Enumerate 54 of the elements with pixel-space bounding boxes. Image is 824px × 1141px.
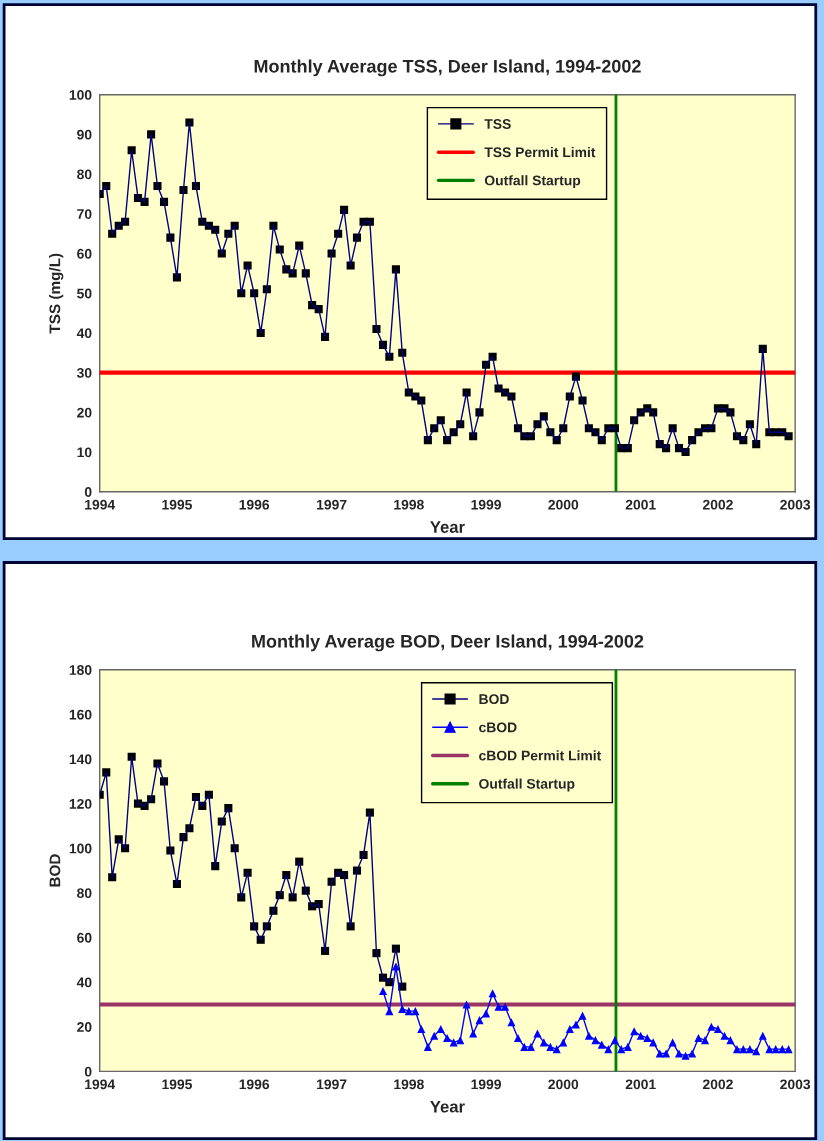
x-tick-label: 2000 — [548, 1079, 579, 1090]
x-tick-label: 2003 — [780, 1079, 811, 1090]
y-tick-label: 100 — [69, 90, 92, 100]
y-axis-title: BOD — [49, 854, 61, 887]
x-tick-label: 2001 — [625, 499, 656, 510]
legend-label: BOD — [479, 694, 509, 705]
x-tick-label: 1999 — [471, 1079, 501, 1090]
y-tick-label: 10 — [77, 447, 92, 458]
ref-line-label: Outfall Startup — [484, 175, 581, 189]
x-tick-label: 1997 — [317, 1079, 347, 1090]
y-tick-label: 0 — [84, 487, 92, 497]
x-tick-label: 1998 — [394, 499, 424, 510]
y-tick-label: 120 — [69, 798, 92, 809]
x-tick-label: 2002 — [702, 1079, 733, 1090]
y-tick-label: 80 — [77, 169, 92, 180]
x-axis-title: Year — [430, 1100, 465, 1113]
y-tick-label: 100 — [69, 843, 92, 854]
x-tick-label: 2001 — [625, 1079, 656, 1090]
y-tick-label: 180 — [69, 665, 92, 675]
y-tick-label: 90 — [77, 129, 92, 140]
y-tick-label: 50 — [77, 288, 92, 299]
y-tick-label: 20 — [77, 1022, 92, 1032]
x-tick-label: 2000 — [548, 499, 579, 510]
x-tick-label: 1999 — [471, 499, 501, 510]
y-tick-label: 160 — [69, 709, 92, 720]
x-tick-label: 2003 — [780, 499, 811, 510]
chart-title: Monthly Average TSS, Deer Island, 1994-2002 — [254, 59, 641, 77]
y-tick-label: 60 — [77, 932, 92, 943]
y-tick-label: 0 — [84, 1066, 92, 1077]
x-tick-label: 1995 — [162, 1079, 192, 1090]
x-tick-label: 1998 — [394, 1079, 424, 1090]
y-tick-label: 80 — [77, 888, 92, 899]
y-tick-label: 140 — [69, 754, 92, 765]
y-tick-label: 20 — [77, 407, 92, 418]
y-tick-label: 70 — [77, 209, 92, 219]
legend-label: TSS — [484, 119, 511, 129]
y-tick-label: 40 — [76, 328, 92, 339]
legend-label: cBOD Permit Limit — [479, 750, 602, 761]
y-tick-label: 60 — [77, 248, 92, 259]
x-axis-title: Year — [430, 521, 465, 533]
y-tick-label: 40 — [76, 977, 92, 988]
x-tick-label: 1996 — [239, 499, 270, 510]
ref-line-label: Outfall Startup — [479, 778, 575, 792]
chart-title: Monthly Average BOD, Deer Island, 1994-2002 — [252, 634, 644, 652]
legend-label: TSS Permit Limit — [484, 146, 596, 158]
legend-label: cBOD — [479, 722, 517, 733]
y-axis-title: TSS (mg/L) — [49, 253, 64, 334]
y-tick-label: 30 — [76, 367, 92, 378]
x-tick-label: 1996 — [239, 1079, 270, 1090]
x-tick-label: 1994 — [85, 499, 116, 510]
x-tick-label: 2002 — [702, 499, 733, 510]
x-tick-label: 1995 — [162, 499, 192, 510]
x-tick-label: 1994 — [85, 1079, 116, 1090]
x-tick-label: 1997 — [317, 499, 347, 510]
